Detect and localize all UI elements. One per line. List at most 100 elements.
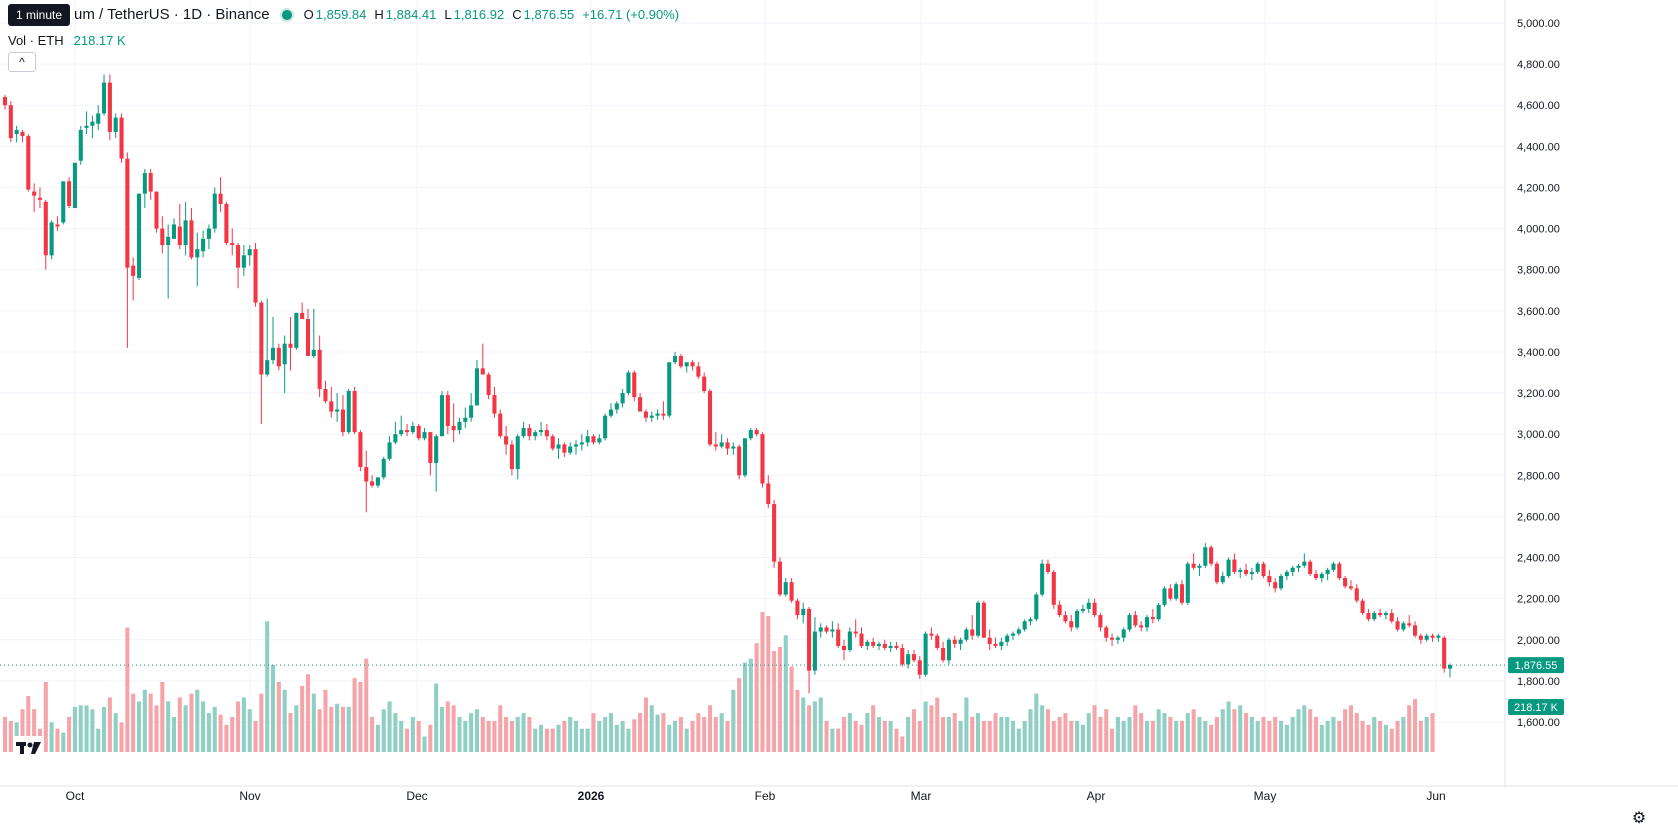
candle-body xyxy=(463,417,468,422)
candle-body xyxy=(690,362,695,367)
high-value: 1,884.41 xyxy=(385,7,437,22)
candle-body xyxy=(236,245,241,268)
volume-bar xyxy=(993,713,998,752)
volume-bar xyxy=(1308,709,1313,752)
volume-bar xyxy=(1121,720,1126,752)
low-key: L xyxy=(444,7,452,22)
candle-body xyxy=(935,635,940,648)
volume-bar xyxy=(591,713,596,752)
volume-bar xyxy=(1313,717,1319,752)
candle-body xyxy=(527,428,532,437)
candle-body xyxy=(375,477,380,486)
candle-body xyxy=(1174,584,1179,599)
candle-body xyxy=(818,627,823,632)
volume-bar xyxy=(824,720,829,752)
candle-body xyxy=(562,444,567,453)
candle-body xyxy=(812,631,817,671)
volume-bar xyxy=(43,682,48,752)
candle-body xyxy=(917,660,922,675)
candle-body xyxy=(486,374,491,396)
volume-bar xyxy=(171,717,177,752)
candle-body xyxy=(1249,571,1254,574)
volume-bar xyxy=(294,705,299,752)
candle-body xyxy=(1302,561,1307,566)
price-axis-label: 4,000.00 xyxy=(1517,224,1560,236)
volume-bar xyxy=(381,709,386,752)
candle-body xyxy=(1436,635,1441,638)
volume-bar xyxy=(276,682,281,752)
candle-body xyxy=(2,97,8,106)
candle-body xyxy=(550,436,555,449)
volume-bar xyxy=(1284,724,1289,752)
candle-body xyxy=(177,226,182,246)
volume-bar xyxy=(1144,720,1150,752)
volume-bar xyxy=(201,701,206,752)
candle-body xyxy=(61,181,66,223)
candle-body xyxy=(871,641,876,646)
volume-bar xyxy=(1331,717,1336,752)
candle-body xyxy=(1407,623,1412,626)
candle-body xyxy=(32,191,37,196)
volume-bar xyxy=(707,705,713,752)
candle-body xyxy=(725,442,730,449)
gear-icon[interactable]: ⚙ xyxy=(1631,810,1647,827)
volume-bar xyxy=(1244,713,1249,752)
volume-bar xyxy=(183,705,188,752)
candle-body xyxy=(841,645,847,651)
candle-body xyxy=(556,444,561,449)
volume-bar xyxy=(754,643,759,752)
candle-body xyxy=(78,129,83,161)
volume-bar xyxy=(340,706,345,752)
price-axis-label: 2,400.00 xyxy=(1517,553,1560,565)
volume-bar xyxy=(399,720,404,752)
volume-bar xyxy=(55,728,60,752)
collapse-legend-button[interactable]: ^ xyxy=(8,52,36,72)
price-axis-label: 4,400.00 xyxy=(1517,141,1560,153)
candle-body xyxy=(1040,563,1045,595)
volume-bar xyxy=(742,662,748,752)
volume-bar xyxy=(78,705,83,752)
volume-label[interactable]: Vol · ETH xyxy=(8,33,64,48)
volume-bar xyxy=(900,736,905,752)
volume-bar xyxy=(1051,720,1056,752)
volume-bar xyxy=(585,728,590,752)
symbol-title[interactable]: um / TetherUS · 1D · Binance xyxy=(74,6,270,23)
volume-bar xyxy=(1133,705,1138,752)
candle-body xyxy=(125,158,130,268)
candle-body xyxy=(731,446,736,449)
candle-body xyxy=(661,413,666,416)
candle-body xyxy=(8,105,13,139)
volume-bar xyxy=(836,728,841,752)
candle-body xyxy=(1168,588,1173,599)
volume-bar xyxy=(731,689,736,752)
volume-bar xyxy=(830,728,835,752)
volume-bar xyxy=(964,697,969,752)
volume-bar xyxy=(643,697,648,752)
candle-body xyxy=(1098,615,1103,628)
price-axis-label: 4,200.00 xyxy=(1517,182,1560,194)
volume-bar xyxy=(492,720,497,752)
volume-value: 218.17 K xyxy=(73,33,126,48)
candle-body xyxy=(620,393,625,404)
volume-bar xyxy=(812,701,817,752)
candle-body xyxy=(568,446,573,453)
volume-bar xyxy=(236,701,241,752)
price-axis-label: 3,800.00 xyxy=(1517,265,1560,277)
volume-bar xyxy=(230,717,235,752)
candle-body xyxy=(399,430,404,435)
volume-bar xyxy=(1278,720,1284,752)
price-axis-label: 1,600.00 xyxy=(1517,717,1560,729)
candle-body xyxy=(504,436,509,445)
volume-bar xyxy=(655,714,660,752)
candle-body xyxy=(894,645,899,648)
candle-body xyxy=(941,647,946,661)
candle-body xyxy=(719,442,724,447)
volume-bar xyxy=(125,627,130,752)
volume-bar xyxy=(422,736,427,752)
volume-bar xyxy=(847,713,852,752)
candle-body xyxy=(1337,563,1342,579)
candle-body xyxy=(387,442,392,459)
tradingview-logo-icon[interactable] xyxy=(14,736,44,760)
market-status-dot-icon xyxy=(279,7,294,22)
